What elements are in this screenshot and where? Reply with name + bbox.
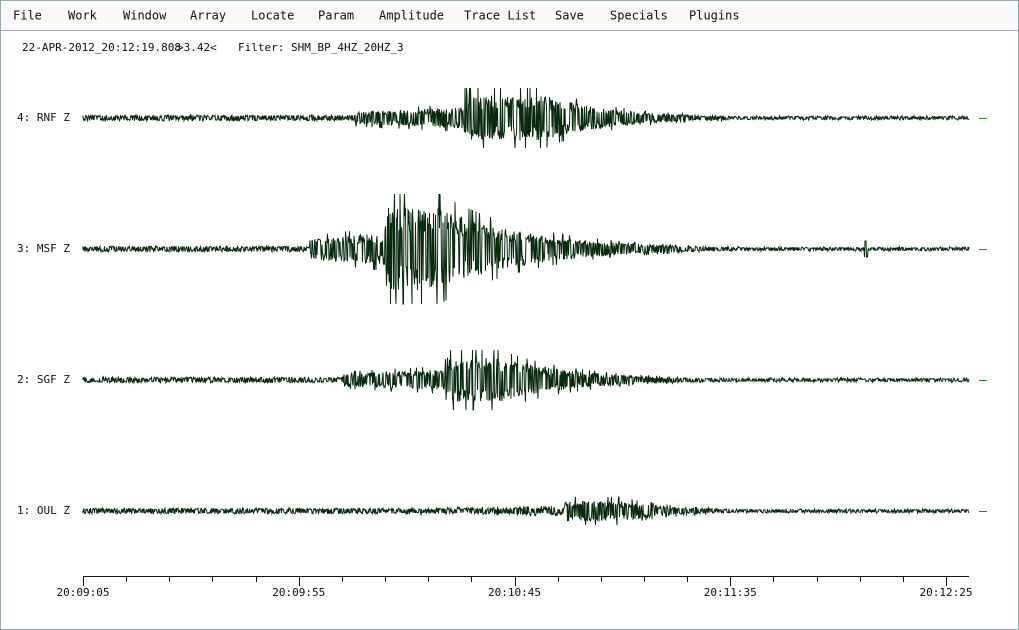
- waveform: [82, 496, 970, 526]
- time-axis: 20:09:05 20:09:55 20:10:45 20:11:35 20:12:25: [57, 576, 973, 599]
- waveform: [82, 349, 970, 411]
- menu-item[interactable]: Amplitude: [379, 9, 444, 23]
- info-datetime: 22-APR-2012_20:12:19.808: [22, 41, 181, 54]
- menu-item[interactable]: Param: [318, 9, 354, 23]
- menu-item[interactable]: Plugins: [689, 9, 740, 23]
- menu-item[interactable]: Trace List: [464, 9, 536, 23]
- menu-item[interactable]: File: [13, 9, 42, 23]
- time-label: 20:09:05: [57, 586, 110, 599]
- waveform: [82, 193, 970, 305]
- trace-label: 3: MSF Z: [17, 242, 70, 255]
- time-label: 20:12:25: [920, 586, 973, 599]
- waveform: [82, 87, 970, 149]
- time-label: 20:09:55: [272, 586, 325, 599]
- time-label: 20:11:35: [704, 586, 757, 599]
- menu-item[interactable]: Work: [68, 9, 98, 23]
- info-filter: Filter: SHM_BP_4HZ_20HZ_3: [238, 41, 404, 54]
- info-magnitude: >3.42<: [177, 41, 217, 54]
- time-label: 20:10:45: [488, 586, 541, 599]
- menu-item[interactable]: Window: [123, 9, 167, 23]
- menu-item[interactable]: Locate: [251, 9, 294, 23]
- menu-item[interactable]: Array: [190, 9, 226, 23]
- trace-label: 1: OUL Z: [17, 504, 70, 517]
- menu-item[interactable]: Save: [555, 9, 584, 23]
- trace-label: 2: SGF Z: [17, 373, 70, 386]
- traces: 4: RNF Z 3: MSF Z 2: SGF Z 1: OUL Z: [17, 87, 987, 526]
- menu-item[interactable]: Specials: [610, 9, 668, 23]
- menu-bar: [1, 1, 1018, 30]
- menu: File Work Window Array Locate Param Amplitude T…: [13, 9, 740, 23]
- trace-label: 4: RNF Z: [17, 111, 70, 124]
